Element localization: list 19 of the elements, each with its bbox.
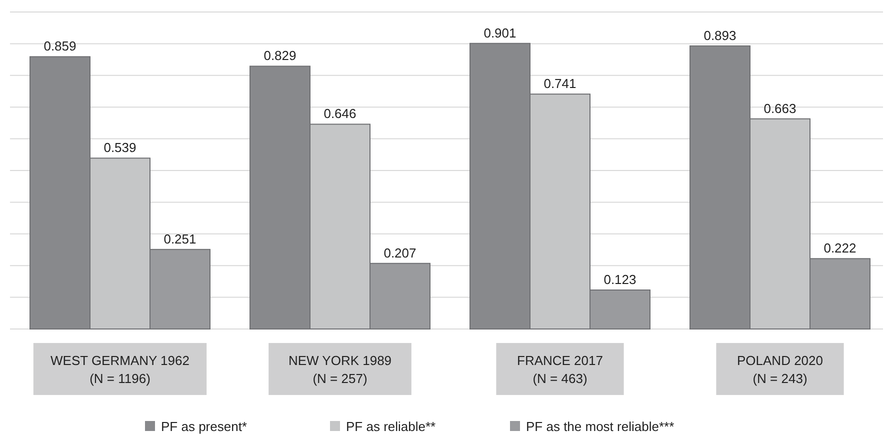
legend-label: PF as the most reliable***	[526, 419, 674, 434]
x-tick-label: WEST GERMANY 1962 (N = 1196)	[50, 353, 190, 386]
data-label: 0.646	[324, 106, 356, 122]
data-label: 0.222	[824, 240, 856, 256]
data-label: 0.123	[604, 272, 636, 288]
x-tick-label: POLAND 2020 (N = 243)	[737, 353, 823, 386]
data-label: 0.893	[704, 28, 736, 43]
data-label: 0.741	[544, 76, 576, 92]
x-tick-label: NEW YORK 1989 (N = 257)	[288, 353, 392, 386]
data-label: 0.901	[484, 25, 516, 40]
data-label: 0.251	[164, 231, 196, 246]
data-label: 0.829	[264, 48, 296, 64]
x-tick-label: FRANCE 2017 (N = 463)	[517, 353, 603, 386]
legend-label: PF as reliable**	[346, 419, 436, 434]
data-label: 0.859	[44, 38, 76, 54]
data-label: 0.663	[764, 100, 796, 116]
data-label: 0.207	[384, 245, 416, 260]
data-label: 0.539	[104, 140, 136, 156]
legend-label: PF as present*	[161, 419, 247, 434]
